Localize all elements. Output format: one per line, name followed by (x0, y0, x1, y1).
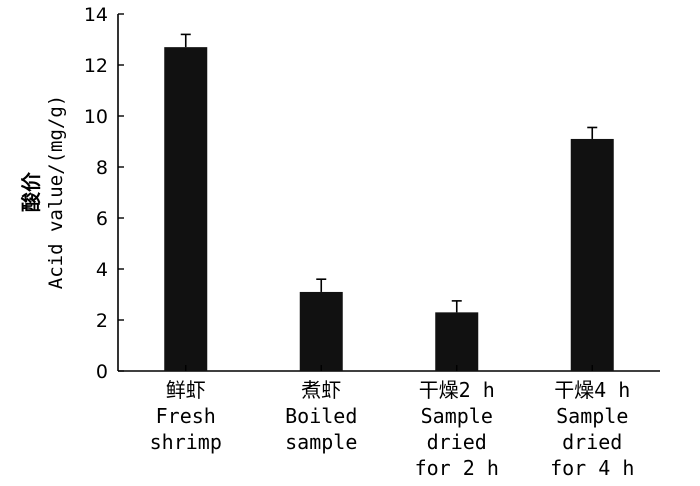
y-tick-label: 2 (96, 310, 108, 332)
x-category-label: 干燥2 h (419, 378, 495, 402)
x-category-label: Sample (421, 404, 493, 428)
x-category-label: dried (562, 430, 622, 454)
y-tick-label: 12 (84, 55, 108, 77)
x-category-label: 干燥4 h (554, 378, 630, 402)
y-tick-label: 14 (84, 4, 108, 26)
y-axis-ticks: 0 2 4 6 8 10 12 14 (84, 4, 124, 383)
y-tick-label: 6 (96, 208, 108, 230)
y-axis-label-en: Acid value/(mg/g) (45, 95, 67, 289)
axes (117, 14, 660, 372)
x-category-label: sample (285, 430, 357, 454)
bar (164, 47, 208, 372)
x-category-label: dried (427, 430, 487, 454)
y-axis-label-cn: 酸价 (19, 171, 43, 212)
y-tick-label: 8 (96, 157, 108, 179)
x-category-label: Fresh (156, 404, 216, 428)
y-tick-label: 4 (96, 259, 108, 281)
bar (299, 291, 343, 371)
y-axis-label: 酸价 Acid value/(mg/g) (19, 95, 67, 289)
y-tick-label: 10 (84, 106, 108, 128)
x-category-label: shrimp (150, 430, 222, 454)
x-category-label: 煮虾 (301, 378, 341, 402)
x-category-label: Sample (556, 404, 628, 428)
x-category-label: for 4 h (550, 456, 634, 480)
x-category-label: for 2 h (415, 456, 499, 480)
bar (570, 138, 614, 371)
x-category-label: Boiled (285, 404, 357, 428)
error-bars (180, 33, 598, 313)
x-category-label: 鲜虾 (166, 378, 206, 402)
bars (164, 47, 614, 372)
bar (435, 312, 479, 371)
y-tick-label: 0 (96, 361, 108, 383)
